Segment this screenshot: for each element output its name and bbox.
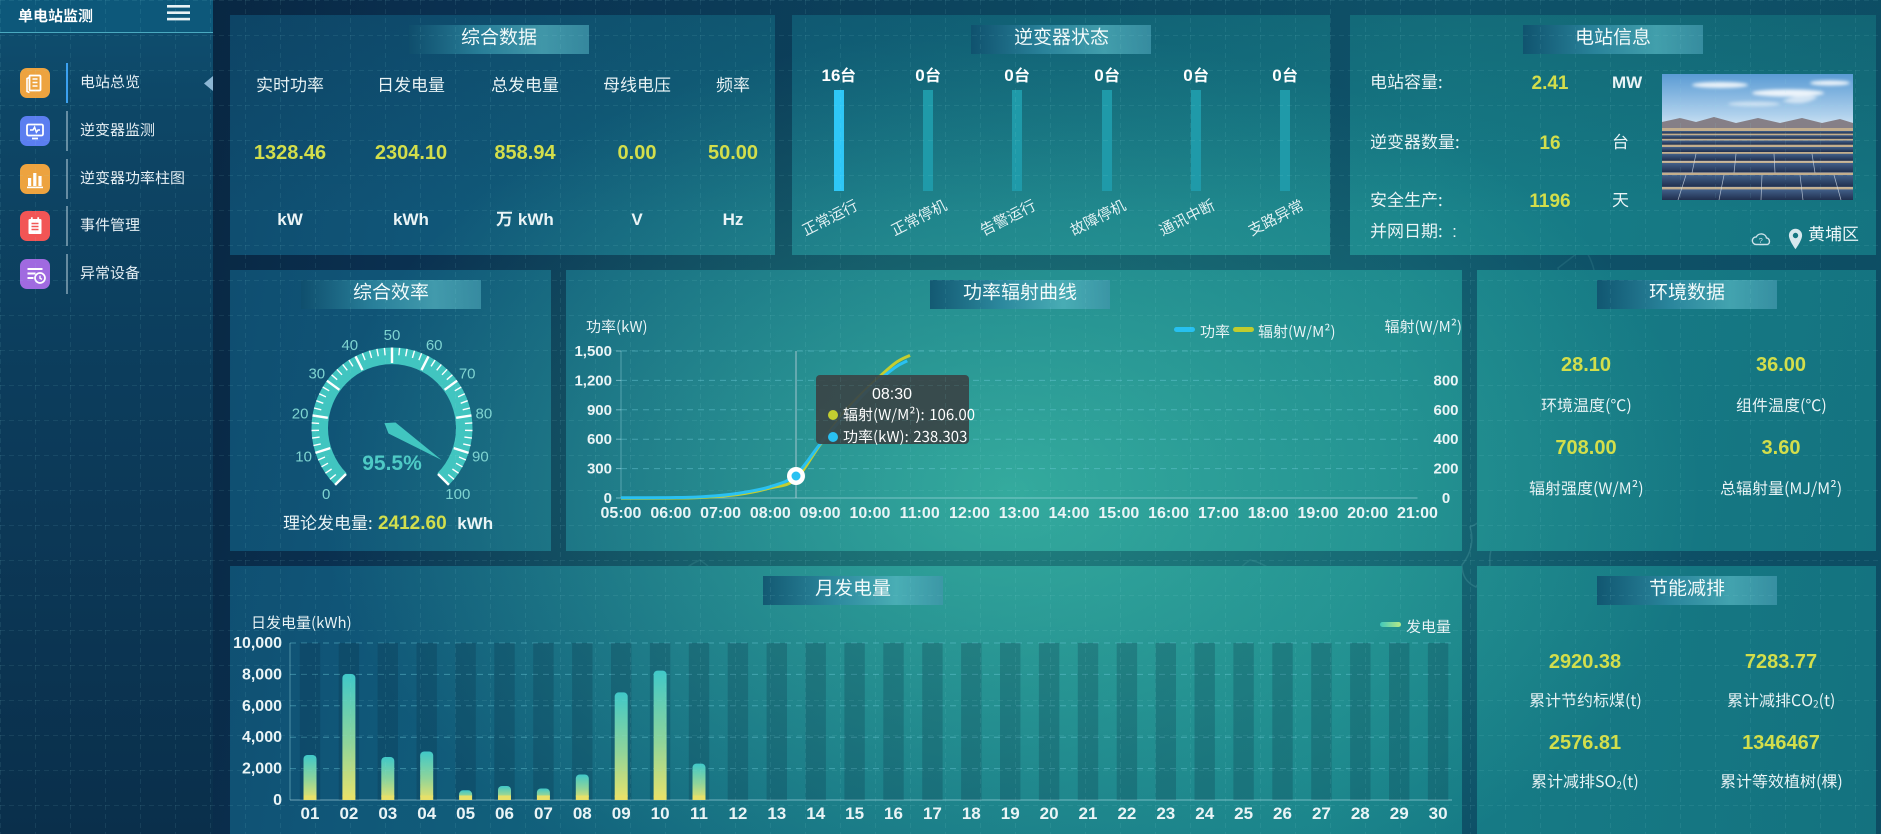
svg-text:11:00: 11:00 [900,505,940,522]
svg-text:08:30: 08:30 [872,386,912,403]
svg-text:13:00: 13:00 [999,505,1040,522]
svg-text:60: 60 [426,337,443,354]
svg-text:10: 10 [295,449,312,466]
svg-text:15: 15 [845,804,864,823]
svg-text:6,000: 6,000 [242,698,282,715]
svg-text:16: 16 [884,804,903,823]
svg-text:13: 13 [767,804,786,823]
svg-text:2,000: 2,000 [242,761,282,778]
svg-text:20:00: 20:00 [1347,505,1388,522]
svg-text:14:00: 14:00 [1049,505,1090,522]
svg-text:05:00: 05:00 [601,505,642,522]
svg-text:08:00: 08:00 [750,505,791,522]
svg-text:10,000: 10,000 [233,635,282,652]
svg-text:?: ? [1759,236,1763,245]
svg-text:11: 11 [690,804,708,823]
svg-text:600: 600 [1433,402,1458,419]
svg-text:200: 200 [1433,461,1458,478]
svg-text:10: 10 [651,804,670,823]
svg-text:09:00: 09:00 [800,505,841,522]
svg-text:12: 12 [728,804,747,823]
svg-text:90: 90 [472,449,489,466]
svg-text:28: 28 [1351,804,1370,823]
svg-text:50: 50 [384,327,401,344]
svg-text:19:00: 19:00 [1297,505,1338,522]
svg-text:18: 18 [962,804,981,823]
svg-text:20: 20 [292,406,309,423]
svg-text:30: 30 [1429,804,1448,823]
svg-text:30: 30 [308,365,325,382]
svg-text:22: 22 [1117,804,1136,823]
svg-text:24: 24 [1195,804,1214,823]
svg-text:29: 29 [1390,804,1409,823]
svg-text:600: 600 [587,431,612,448]
svg-text:15:00: 15:00 [1098,505,1139,522]
svg-text:95.5%: 95.5% [362,452,422,475]
svg-text:25: 25 [1234,804,1253,823]
svg-text:01: 01 [301,804,320,823]
svg-text:02: 02 [339,804,358,823]
svg-text:17:00: 17:00 [1198,505,1239,522]
svg-text:4,000: 4,000 [242,729,282,746]
svg-text:03: 03 [378,804,397,823]
svg-text:26: 26 [1273,804,1292,823]
svg-text:0: 0 [1442,490,1450,507]
svg-text:70: 70 [459,365,476,382]
svg-text:19: 19 [1001,804,1020,823]
svg-text:400: 400 [1433,431,1458,448]
svg-text:07: 07 [534,804,553,823]
svg-text:23: 23 [1156,804,1175,823]
svg-text:07:00: 07:00 [700,505,741,522]
svg-text:27: 27 [1312,804,1331,823]
svg-text:14: 14 [806,804,825,823]
svg-text:0: 0 [273,792,282,809]
svg-text:16:00: 16:00 [1148,505,1189,522]
svg-text:800: 800 [1433,372,1458,389]
svg-text:04: 04 [417,804,436,823]
svg-text:08: 08 [573,804,592,823]
svg-text:900: 900 [587,402,612,419]
svg-text:100: 100 [445,486,470,503]
svg-text:1,500: 1,500 [574,343,612,360]
svg-text:06: 06 [495,804,514,823]
svg-text:300: 300 [587,461,612,478]
svg-text:18:00: 18:00 [1248,505,1289,522]
svg-text:05: 05 [456,804,475,823]
svg-text:21: 21 [1079,804,1098,823]
svg-text:21:00: 21:00 [1397,505,1438,522]
svg-text:80: 80 [476,406,493,423]
svg-text:10:00: 10:00 [849,505,890,522]
svg-text:17: 17 [923,804,942,823]
svg-text:20: 20 [1040,804,1059,823]
svg-text:8,000: 8,000 [242,666,282,683]
svg-text:09: 09 [612,804,631,823]
svg-text:06:00: 06:00 [650,505,691,522]
svg-text:1,200: 1,200 [574,372,612,389]
svg-text:40: 40 [341,337,358,354]
svg-text:12:00: 12:00 [949,505,990,522]
svg-text:0: 0 [322,486,330,503]
